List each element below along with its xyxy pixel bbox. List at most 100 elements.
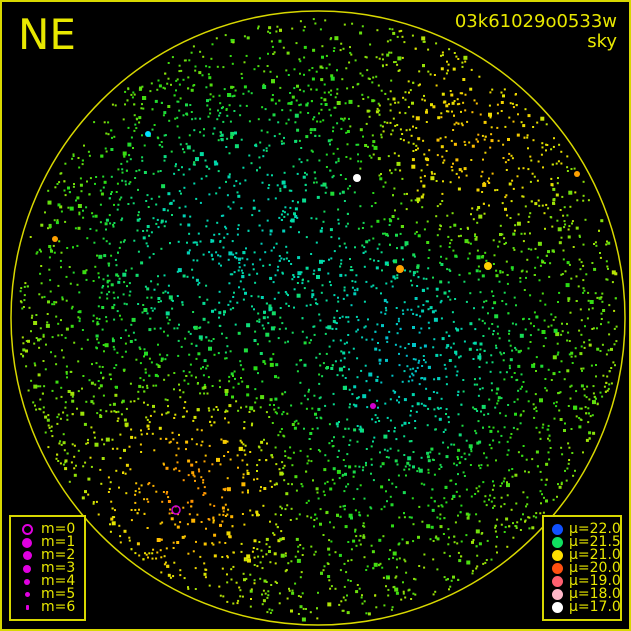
star <box>348 368 350 371</box>
star <box>242 92 245 95</box>
star <box>433 338 436 341</box>
star <box>150 197 153 200</box>
star <box>477 278 480 281</box>
star <box>599 252 601 254</box>
star <box>397 449 400 452</box>
star <box>397 217 400 220</box>
star <box>476 208 479 211</box>
star <box>164 134 167 137</box>
star <box>582 199 585 202</box>
star <box>114 509 116 512</box>
star <box>336 101 341 105</box>
star <box>421 309 425 313</box>
star <box>539 490 542 493</box>
star <box>426 287 429 290</box>
star <box>437 407 440 410</box>
star <box>455 121 458 124</box>
star <box>574 355 577 358</box>
star <box>356 289 359 292</box>
star <box>344 472 347 476</box>
star <box>440 116 443 119</box>
star <box>301 554 304 556</box>
star <box>414 420 417 422</box>
star <box>527 347 530 350</box>
star <box>416 265 420 269</box>
star <box>38 293 41 296</box>
star <box>453 541 456 544</box>
star <box>496 402 499 405</box>
star <box>216 118 219 121</box>
star <box>410 409 412 412</box>
star <box>77 204 82 208</box>
star <box>370 205 373 208</box>
star <box>230 131 235 136</box>
star <box>454 521 457 524</box>
star <box>304 171 306 174</box>
star <box>490 382 493 385</box>
star <box>276 412 278 415</box>
star <box>220 264 222 267</box>
star <box>393 61 395 64</box>
bright-star <box>484 262 492 270</box>
star <box>569 311 572 314</box>
star <box>42 333 45 336</box>
star <box>380 381 383 384</box>
star <box>490 500 493 503</box>
star <box>514 473 518 477</box>
star <box>56 453 59 456</box>
star <box>343 23 346 26</box>
star <box>342 435 345 438</box>
star <box>193 129 196 132</box>
star <box>349 51 352 54</box>
star <box>77 449 80 452</box>
star <box>568 225 571 228</box>
star <box>202 317 206 321</box>
star <box>129 468 132 471</box>
star <box>293 420 296 423</box>
star <box>436 295 439 298</box>
star <box>331 327 334 330</box>
star <box>160 247 163 250</box>
star <box>117 168 120 171</box>
star <box>507 449 510 452</box>
star <box>550 177 553 180</box>
star <box>458 495 461 498</box>
star <box>167 62 170 64</box>
star <box>274 562 277 565</box>
star <box>532 515 535 518</box>
star <box>468 347 472 351</box>
star <box>324 19 327 22</box>
star <box>475 567 478 570</box>
star <box>72 153 75 156</box>
star <box>156 538 161 542</box>
star <box>306 398 309 401</box>
star <box>367 612 371 616</box>
star <box>123 448 126 452</box>
star <box>439 137 442 140</box>
star <box>447 416 450 419</box>
star <box>386 40 389 43</box>
star <box>354 530 357 533</box>
star <box>150 231 153 234</box>
star <box>352 497 355 500</box>
star <box>414 199 417 202</box>
star <box>180 192 182 195</box>
star <box>389 398 392 401</box>
star <box>474 235 476 237</box>
star <box>524 519 527 522</box>
star <box>399 327 402 330</box>
star <box>442 441 445 444</box>
star <box>495 344 497 347</box>
star <box>332 445 335 447</box>
star <box>578 329 581 332</box>
star <box>226 581 229 584</box>
star <box>465 512 469 516</box>
star <box>497 399 500 402</box>
star <box>521 454 524 457</box>
star <box>383 604 386 607</box>
star <box>488 443 491 446</box>
star <box>332 319 336 323</box>
star <box>372 76 375 79</box>
star <box>266 611 269 614</box>
